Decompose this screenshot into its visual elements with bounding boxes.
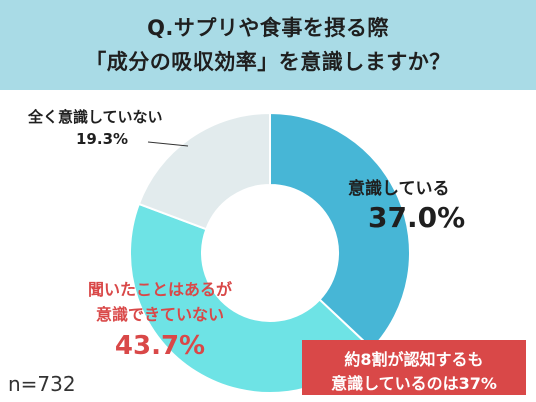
callout-line-2: 意識しているのは37%: [331, 374, 497, 393]
sample-size-label: n=732: [8, 372, 76, 396]
heard-not-aware-value-label: 43.7%: [114, 331, 206, 361]
question-line-1: Q.サプリや食事を摂る際: [147, 16, 389, 40]
unaware-value-label: 19.3%: [76, 130, 129, 148]
unaware-category-label: 全く意識していない: [28, 108, 163, 126]
heard-not-aware-label-line-2: 意識できていない: [95, 305, 224, 324]
heard-not-aware-label-line-1: 聞いたことはあるが: [87, 280, 232, 299]
summary-callout: 約8割が認知するも 意識しているのは37%: [302, 340, 526, 395]
question-header: Q.サプリや食事を摂る際 「成分の吸収効率」を意識しますか？: [0, 0, 536, 90]
slice-aware: [269, 111, 412, 351]
aware-category-label: 意識している: [348, 179, 450, 199]
question-line-2: 「成分の吸収効率」を意識しますか？: [85, 50, 451, 74]
unaware-leader-line: [147, 141, 189, 147]
callout-line-1: 約8割が認知するも: [344, 350, 484, 369]
slice-unaware: [137, 111, 271, 231]
aware-value-label: 37.0%: [368, 201, 466, 234]
